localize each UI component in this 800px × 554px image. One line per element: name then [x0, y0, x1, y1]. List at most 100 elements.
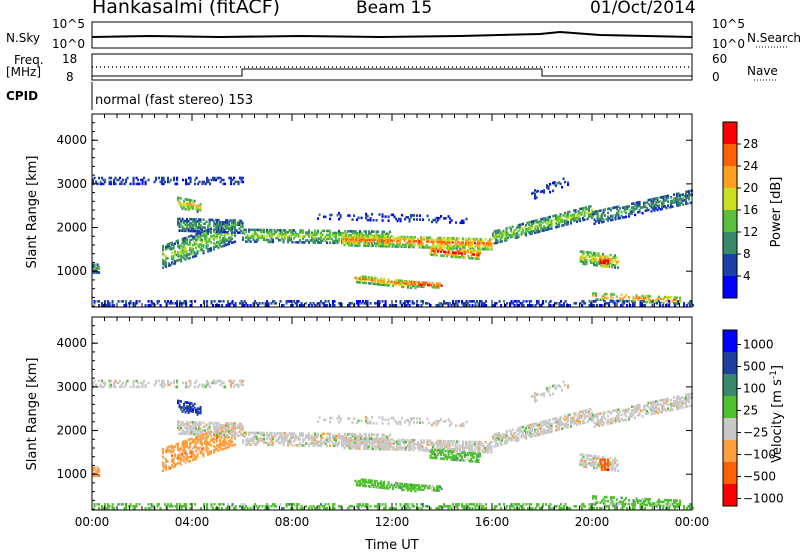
power-cell — [396, 279, 399, 282]
power-cell — [231, 233, 234, 237]
velocity-cell — [231, 434, 234, 437]
power-cell — [208, 228, 211, 231]
velocity-cell — [238, 424, 241, 428]
velocity-cell — [225, 422, 228, 425]
velocity-cell — [391, 438, 394, 441]
velocity-cell — [208, 423, 211, 427]
power-cell — [342, 233, 345, 237]
velocity-cell — [498, 432, 501, 435]
power-cell — [593, 261, 596, 265]
power-cell — [216, 218, 219, 222]
power-cell — [392, 213, 395, 217]
power-cell — [439, 240, 442, 244]
velocity-cell — [445, 445, 448, 449]
power-cell — [431, 247, 434, 251]
power-cell — [352, 240, 355, 243]
power-cell — [453, 253, 456, 257]
velocity-cell — [522, 425, 525, 429]
velocity-cell — [196, 453, 199, 456]
velocity-cell — [190, 420, 193, 424]
power-cell — [218, 176, 221, 180]
power-cell — [564, 215, 567, 219]
power-cell — [602, 210, 605, 214]
power-cell — [438, 236, 441, 240]
power-cell — [147, 303, 150, 307]
power-cell — [585, 258, 588, 262]
velocity-cell — [132, 383, 135, 387]
power-cell — [198, 243, 201, 247]
power-cell — [581, 250, 584, 254]
power-cell — [493, 242, 496, 245]
velocity-cell — [198, 427, 201, 430]
velocity-cell — [314, 432, 317, 436]
power-cell — [193, 222, 196, 225]
power-cell — [459, 252, 462, 255]
power-cell — [190, 221, 193, 225]
power-cell — [270, 236, 273, 240]
power-cell — [252, 302, 255, 305]
power-cell — [365, 275, 368, 279]
velocity-cell — [329, 434, 332, 438]
power-cell — [455, 300, 458, 303]
power-cell — [591, 259, 594, 263]
power-cell — [442, 238, 445, 242]
velocity-cell — [329, 444, 332, 448]
power-cell — [501, 236, 504, 239]
velocity-cell — [240, 422, 243, 426]
power-cell — [534, 231, 537, 234]
velocity-cell — [361, 439, 364, 443]
power-cell — [601, 255, 604, 259]
velocity-cell — [336, 444, 339, 448]
velocity-cell — [207, 381, 210, 385]
power-cell — [372, 230, 375, 233]
power-cell — [679, 296, 682, 300]
velocity-cell — [507, 435, 510, 439]
velocity-cell — [220, 431, 223, 435]
power-cell — [246, 234, 249, 237]
velocity-cell — [257, 437, 260, 441]
power-cell — [195, 229, 198, 233]
velocity-cell — [324, 438, 327, 442]
velocity-cell — [222, 431, 225, 435]
power-cell — [656, 200, 659, 204]
power-cell — [416, 214, 419, 217]
power-cell — [193, 235, 196, 238]
velocity-cell — [260, 433, 263, 437]
power-cell — [189, 240, 192, 244]
power-cell — [225, 221, 228, 224]
power-cell — [125, 300, 128, 303]
power-cell — [438, 240, 441, 244]
power-cell — [296, 302, 299, 305]
power-cell — [320, 239, 323, 242]
power-cell — [584, 260, 587, 264]
power-cell — [579, 213, 582, 217]
power-cell — [195, 218, 198, 221]
power-cell — [217, 228, 220, 232]
power-cell — [343, 239, 346, 243]
power-cell — [354, 232, 357, 235]
power-cell — [612, 300, 615, 303]
power-cell — [621, 300, 624, 303]
power-cell — [367, 242, 370, 246]
velocity-cell — [547, 428, 550, 432]
power-cell — [92, 267, 95, 270]
power-cell — [207, 240, 210, 243]
velocity-cell — [440, 457, 443, 460]
power-cell — [186, 255, 189, 259]
velocity-cell — [352, 443, 355, 446]
velocity-cell — [306, 434, 309, 437]
velocity-cell — [196, 435, 199, 438]
power-cell — [471, 249, 474, 252]
power-cell — [186, 182, 189, 186]
power-cell — [190, 238, 193, 242]
power-cell — [308, 241, 311, 244]
velocity-cell — [426, 439, 429, 442]
power-cell — [664, 295, 667, 299]
power-cell — [397, 239, 400, 243]
power-cell — [643, 296, 646, 300]
velocity-cell — [192, 408, 195, 411]
power-cell — [594, 254, 597, 257]
velocity-cell — [565, 426, 568, 429]
velocity-cell — [382, 447, 385, 451]
power-cell — [93, 271, 96, 274]
